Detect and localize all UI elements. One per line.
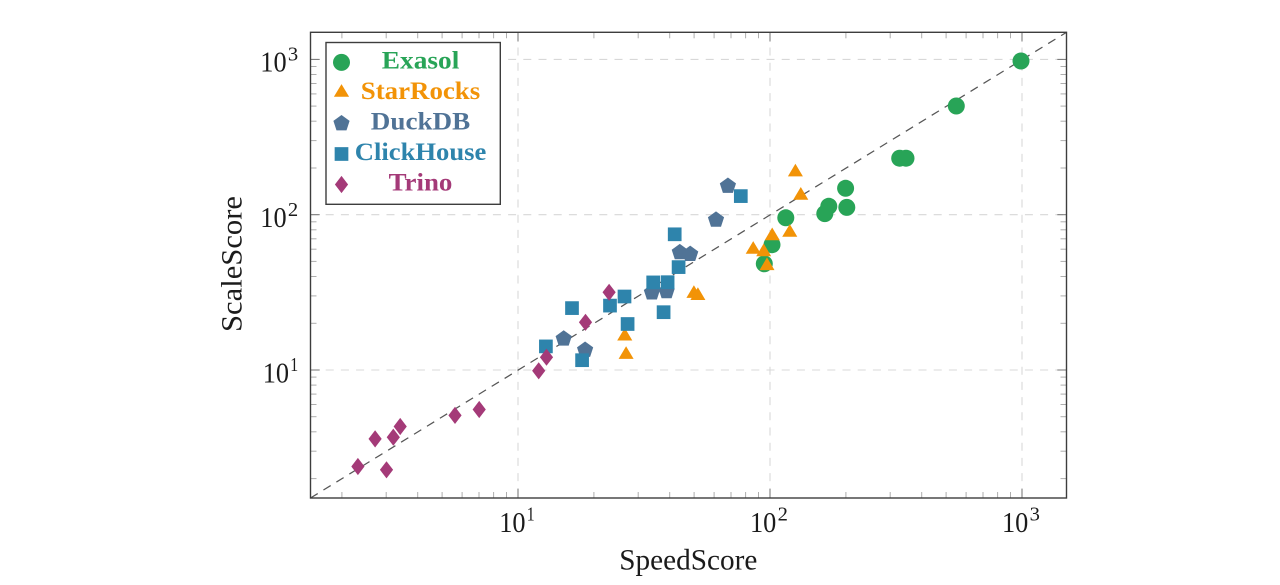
svg-text:StarRocks: StarRocks bbox=[361, 78, 481, 105]
svg-text:2: 2 bbox=[778, 504, 788, 526]
svg-text:1: 1 bbox=[527, 504, 535, 526]
svg-text:DuckDB: DuckDB bbox=[371, 109, 470, 136]
svg-text:3: 3 bbox=[288, 44, 298, 66]
svg-text:10: 10 bbox=[260, 47, 286, 79]
svg-text:2: 2 bbox=[288, 199, 298, 221]
svg-text:10: 10 bbox=[750, 507, 776, 539]
svg-text:SpeedScore: SpeedScore bbox=[619, 544, 757, 577]
svg-text:Trino: Trino bbox=[389, 170, 453, 197]
svg-text:1: 1 bbox=[290, 354, 298, 376]
svg-text:10: 10 bbox=[1002, 507, 1028, 539]
svg-text:10: 10 bbox=[260, 202, 286, 234]
svg-text:Exasol: Exasol bbox=[382, 48, 460, 75]
svg-text:3: 3 bbox=[1030, 504, 1040, 526]
svg-text:10: 10 bbox=[263, 357, 289, 389]
svg-text:ClickHouse: ClickHouse bbox=[355, 139, 487, 166]
svg-text:10: 10 bbox=[499, 507, 525, 539]
svg-text:ScaleScore: ScaleScore bbox=[216, 196, 249, 332]
